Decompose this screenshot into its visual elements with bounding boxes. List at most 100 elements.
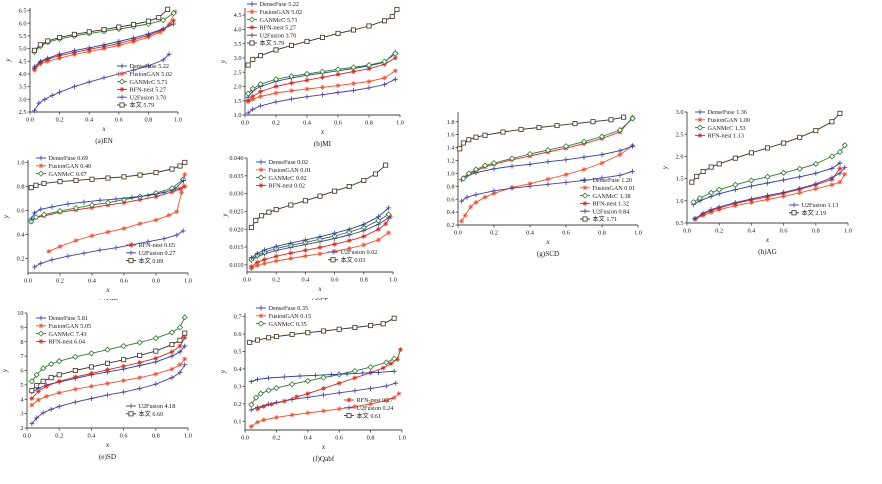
asterisk-marker-icon bbox=[171, 18, 177, 24]
x-tick-label: 0.2 bbox=[55, 433, 63, 440]
plus-marker-icon bbox=[48, 406, 54, 412]
diamond-marker-icon bbox=[392, 50, 399, 57]
asterisk-marker-icon bbox=[305, 391, 311, 397]
plus-marker-icon bbox=[716, 204, 722, 210]
plus-marker-icon bbox=[145, 239, 151, 245]
asterisk-marker-icon bbox=[261, 403, 267, 409]
square-marker-icon bbox=[137, 172, 143, 178]
x-axis-label: x bbox=[545, 238, 550, 246]
legend-item-RFN-nest: RFN-nest 0.65 bbox=[126, 242, 175, 249]
asterisk-marker-icon bbox=[254, 259, 260, 265]
plus-marker-icon bbox=[304, 94, 310, 100]
asterisk-marker-icon bbox=[57, 55, 63, 61]
diamond-marker-icon bbox=[28, 378, 35, 385]
diamond-marker-icon bbox=[160, 17, 167, 24]
series-GANMcC bbox=[245, 50, 399, 97]
asterisk-marker-icon bbox=[397, 347, 403, 353]
asterisk-marker-icon bbox=[105, 367, 110, 373]
x-tick-label: 0.6 bbox=[334, 120, 342, 127]
square-marker-icon bbox=[536, 124, 542, 130]
diamond-marker-icon bbox=[696, 195, 703, 202]
square-marker-icon bbox=[321, 328, 327, 334]
y-tick-label: 2.5 bbox=[19, 109, 27, 116]
asterisk-marker-icon bbox=[462, 212, 468, 218]
asterisk-marker-icon bbox=[289, 412, 295, 418]
plus-marker-icon bbox=[171, 21, 177, 27]
asterisk-marker-icon bbox=[346, 397, 352, 403]
square-marker-icon bbox=[466, 137, 472, 143]
asterisk-marker-icon bbox=[105, 380, 110, 386]
asterisk-marker-icon bbox=[273, 258, 279, 264]
legend-label: FusionGAN 5.05 bbox=[49, 323, 92, 330]
x-axis-label: x bbox=[320, 128, 325, 136]
plus-marker-icon bbox=[545, 181, 551, 187]
plus-marker-icon bbox=[459, 198, 465, 204]
asterisk-marker-icon bbox=[177, 343, 183, 349]
asterisk-marker-icon bbox=[781, 193, 787, 199]
legend-label: U2Fusion 0.24 bbox=[357, 405, 394, 412]
diamond-marker-icon bbox=[152, 189, 160, 197]
asterisk-marker-icon bbox=[581, 166, 587, 172]
legend-label: GANMcC 1.38 bbox=[593, 193, 631, 200]
square-marker-icon bbox=[169, 166, 175, 172]
diamond-marker-icon bbox=[32, 214, 40, 221]
asterisk-marker-icon bbox=[289, 88, 294, 94]
x-tick-label: 0.2 bbox=[56, 278, 64, 285]
x-tick-label: 0.6 bbox=[562, 230, 570, 237]
diamond-marker-icon bbox=[696, 124, 704, 131]
x-tick-label: 0.8 bbox=[812, 228, 820, 235]
subplot-b-mi: 0.0 0.2 0.4 0.6 0.8 1.0 1.0 1.5 2.0 2.5 3.0 3.5 4.0 4… bbox=[220, 0, 435, 150]
x-tick-label: 1.0 bbox=[396, 120, 404, 127]
plus-marker-icon bbox=[599, 175, 605, 181]
plus-marker-icon bbox=[81, 250, 87, 256]
asterisk-marker-icon bbox=[748, 200, 754, 206]
square-marker-icon bbox=[336, 326, 342, 332]
series-FusionGAN bbox=[29, 356, 188, 408]
x-tick-label: 0.0 bbox=[23, 433, 31, 440]
legend-label: 本文 0.03 bbox=[341, 256, 366, 264]
square-marker-icon bbox=[31, 47, 37, 53]
square-marker-icon bbox=[582, 216, 588, 222]
y-ticks: 2.5 3.0 3.5 4.0 4.5 5.0 5.5 6.0 6.5 bbox=[19, 8, 30, 116]
diamond-marker-icon bbox=[48, 360, 55, 368]
asterisk-marker-icon bbox=[394, 356, 400, 362]
legend-item-RFN-nest: RFN-nest 0.02 bbox=[256, 183, 305, 190]
asterisk-marker-icon bbox=[375, 237, 381, 243]
square-marker-icon bbox=[372, 171, 378, 177]
square-marker-icon bbox=[105, 175, 111, 181]
diamond-marker-icon bbox=[289, 381, 296, 388]
x-tick-label: 0.0 bbox=[24, 278, 32, 285]
subplot-e-sd: 0.0 0.2 0.4 0.6 0.8 1.0 2 3 4 5 6 7 8 9 10 x y DenseFuse … bbox=[0, 300, 215, 468]
legend-label: DenseFuse 1.36 bbox=[708, 109, 748, 116]
plus-marker-icon bbox=[248, 379, 254, 385]
x-tick-label: 1.0 bbox=[634, 230, 642, 237]
y-tick-label: 9 bbox=[20, 324, 23, 331]
y-tick-label: 4 bbox=[20, 396, 24, 403]
x-tick-label: 0.8 bbox=[152, 278, 160, 285]
diamond-marker-icon bbox=[375, 217, 382, 224]
square-marker-icon bbox=[37, 42, 43, 48]
legend-label: GANMcC 0.02 bbox=[269, 175, 307, 182]
y-tick-label: 0.015 bbox=[229, 244, 243, 251]
legend-item-U2Fusion: U2Fusion 3.70 bbox=[117, 94, 166, 101]
square-marker-icon bbox=[346, 413, 352, 419]
diamond-marker-icon bbox=[272, 76, 280, 83]
series-U2Fusion bbox=[692, 165, 848, 222]
asterisk-marker-icon bbox=[837, 165, 843, 171]
asterisk-marker-icon bbox=[262, 260, 268, 266]
series-line bbox=[257, 349, 401, 410]
square-marker-icon bbox=[380, 321, 386, 327]
y-axis-label: y bbox=[220, 369, 227, 374]
asterisk-marker-icon bbox=[366, 66, 372, 72]
plus-marker-icon bbox=[791, 202, 797, 208]
diamond-marker-icon bbox=[303, 70, 311, 77]
asterisk-marker-icon bbox=[29, 396, 35, 402]
asterisk-marker-icon bbox=[352, 375, 358, 381]
asterisk-marker-icon bbox=[182, 171, 188, 177]
